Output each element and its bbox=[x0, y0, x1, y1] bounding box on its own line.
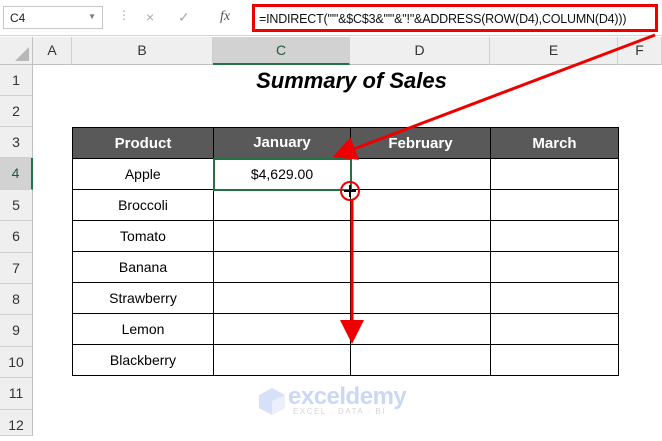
product-cell[interactable]: Tomato bbox=[72, 220, 214, 252]
formula-input[interactable]: =INDIRECT("'"&$C$3&"'"&"!"&ADDRESS(ROW(D… bbox=[252, 4, 658, 32]
table-row: Apple $4,629.00 bbox=[72, 157, 619, 191]
formula-pointer-arrow bbox=[332, 33, 656, 160]
cell[interactable] bbox=[350, 344, 491, 376]
name-box[interactable]: C4 ▼ bbox=[3, 6, 103, 29]
column-header-b[interactable]: B bbox=[72, 37, 213, 65]
watermark-name: exceldemy bbox=[288, 383, 407, 410]
cell[interactable] bbox=[213, 220, 351, 252]
row-header-8[interactable]: 8 bbox=[0, 284, 33, 315]
product-cell[interactable]: Strawberry bbox=[72, 282, 214, 314]
cell[interactable] bbox=[490, 251, 619, 283]
row-header-5[interactable]: 5 bbox=[0, 190, 33, 221]
row-header-1[interactable]: 1 bbox=[0, 65, 33, 96]
fill-cursor-icon bbox=[344, 185, 356, 197]
cell[interactable] bbox=[350, 158, 491, 190]
product-cell[interactable]: Blackberry bbox=[72, 344, 214, 376]
product-cell[interactable]: Apple bbox=[72, 158, 214, 190]
column-header-a[interactable]: A bbox=[33, 37, 72, 65]
exceldemy-logo-icon bbox=[259, 388, 285, 415]
column-header-c[interactable]: C bbox=[213, 37, 350, 65]
sheet-title: Summary of Sales bbox=[256, 68, 447, 93]
row-header-3[interactable]: 3 bbox=[0, 127, 33, 158]
table-row: Banana bbox=[72, 251, 619, 283]
enter-icon[interactable]: ✓ bbox=[178, 9, 190, 25]
column-header-e[interactable]: E bbox=[490, 37, 618, 65]
cell[interactable] bbox=[490, 220, 619, 252]
formula-buttons: × ✓ fx bbox=[108, 6, 248, 29]
row-header-7[interactable]: 7 bbox=[0, 253, 33, 284]
product-cell[interactable]: Lemon bbox=[72, 313, 214, 345]
table-row: Tomato bbox=[72, 220, 619, 252]
table-row: Lemon bbox=[72, 313, 619, 345]
watermark-tagline: EXCEL · DATA · BI bbox=[293, 407, 386, 416]
table-row: Broccoli bbox=[72, 189, 619, 221]
cancel-icon[interactable]: × bbox=[146, 9, 155, 25]
header-product[interactable]: Product bbox=[72, 127, 214, 159]
cell[interactable] bbox=[490, 313, 619, 345]
row-header-11[interactable]: 11 bbox=[0, 378, 33, 410]
exceldemy-watermark: exceldemy EXCEL · DATA · BI bbox=[258, 383, 407, 421]
cell[interactable] bbox=[213, 313, 351, 345]
select-all-button[interactable] bbox=[0, 37, 33, 65]
chevron-down-icon[interactable]: ▼ bbox=[88, 12, 96, 21]
cell[interactable] bbox=[213, 344, 351, 376]
column-header-d[interactable]: D bbox=[350, 37, 490, 65]
row-header-10[interactable]: 10 bbox=[0, 347, 33, 378]
formula-bar: C4 ▼ ⋮ × ✓ fx =INDIRECT("'"&$C$3&"'"&"!"&… bbox=[0, 0, 662, 36]
row-header-9[interactable]: 9 bbox=[0, 315, 33, 347]
insert-function-icon[interactable]: fx bbox=[220, 9, 231, 24]
cell[interactable] bbox=[490, 344, 619, 376]
fill-handle-highlight bbox=[340, 181, 360, 201]
cell[interactable] bbox=[490, 158, 619, 190]
row-header-4[interactable]: 4 bbox=[0, 158, 33, 190]
row-header-2[interactable]: 2 bbox=[0, 96, 33, 127]
header-march[interactable]: March bbox=[490, 127, 619, 159]
table-row: Blackberry bbox=[72, 344, 619, 376]
name-box-value: C4 bbox=[10, 11, 26, 25]
cell-c4[interactable]: $4,629.00 bbox=[212, 157, 352, 191]
table-row: Strawberry bbox=[72, 282, 619, 314]
row-header-6[interactable]: 6 bbox=[0, 221, 33, 253]
drag-handle-icon[interactable]: ⋮ bbox=[118, 8, 130, 22]
